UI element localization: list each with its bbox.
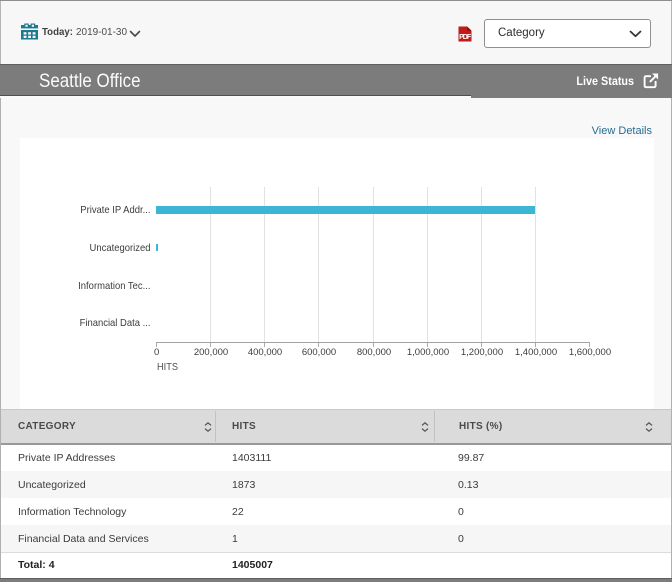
svg-text:PDF: PDF (459, 34, 472, 41)
